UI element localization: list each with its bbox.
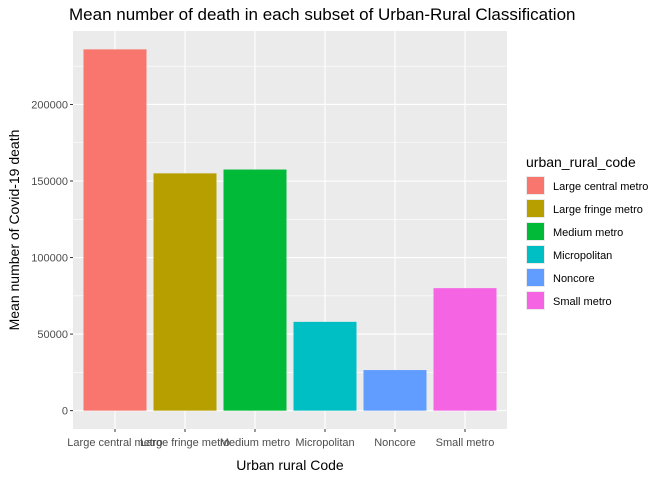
x-tick-label: Medium metro [220,437,290,449]
y-axis-title: Mean number of Covid-19 death [6,130,22,331]
bars [83,49,497,411]
bar [83,49,147,411]
y-tick-label: 100000 [31,253,68,265]
legend-swatch [527,200,544,217]
y-tick-label: 50000 [37,329,68,341]
bar [223,169,287,411]
legend-label: Medium metro [553,227,623,239]
x-tick-label: Micropolitan [295,437,354,449]
bar [433,288,497,411]
legend: urban_rural_code Large central metro Larg… [526,154,648,310]
legend-swatch [527,269,544,286]
legend-swatch [527,292,544,309]
legend-swatch [527,177,544,194]
bar [293,321,357,411]
legend-label: Large central metro [553,181,648,193]
y-tick-label: 200000 [31,99,68,111]
y-tick-label: 0 [62,406,68,418]
x-tick-label: Noncore [374,437,416,449]
x-tick-label: Small metro [436,437,495,449]
x-tick-label: Large central metro [67,437,162,449]
legend-label: Noncore [553,273,595,285]
legend-swatch [527,223,544,240]
legend-swatch [527,246,544,263]
bar [153,173,217,411]
legend-label: Large fringe metro [553,204,643,216]
legend-title: urban_rural_code [526,154,636,170]
legend-label: Small metro [553,296,612,308]
legend-label: Micropolitan [553,250,612,262]
y-tick-label: 150000 [31,176,68,188]
x-tick-label: Large fringe metro [140,437,230,449]
chart-title: Mean number of death in each subset of U… [69,5,576,24]
x-axis-title: Urban rural Code [236,457,344,473]
y-axis: 0 50000 100000 150000 200000 [31,99,73,418]
bar [363,370,427,411]
